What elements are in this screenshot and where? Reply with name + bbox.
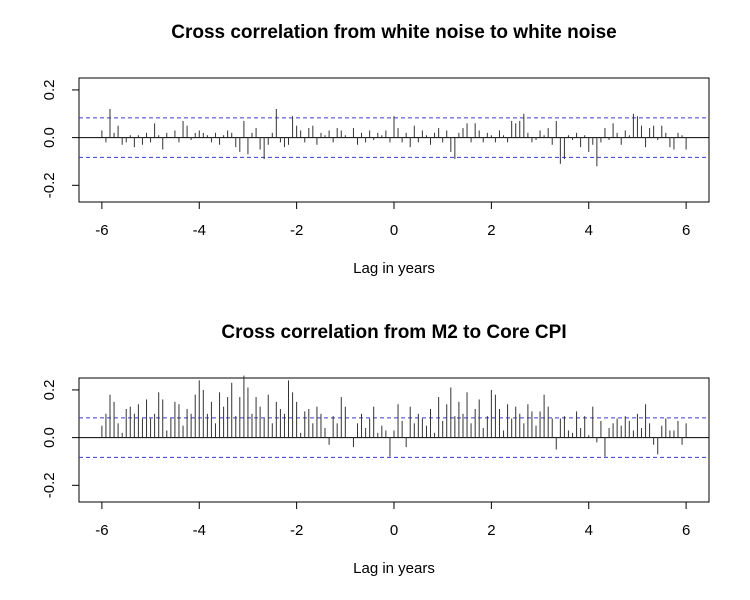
chart-title: Cross correlation from M2 to Core CPI (221, 322, 566, 343)
y-tick-label: -0.2 (41, 472, 58, 498)
x-tick-label: 0 (390, 522, 398, 539)
y-tick-label: 0.0 (41, 127, 58, 148)
x-tick-label: -2 (290, 522, 303, 539)
x-axis-label: Lag in years (353, 560, 435, 577)
x-tick-label: 2 (487, 222, 495, 239)
x-tick-label: -4 (193, 222, 206, 239)
x-tick-label: 4 (585, 522, 593, 539)
y-tick-label: 0.2 (41, 379, 58, 400)
y-tick-label: 0.0 (41, 427, 58, 448)
x-tick-label: -4 (193, 522, 206, 539)
y-tick-label: -0.2 (41, 172, 58, 198)
x-tick-label: 2 (487, 522, 495, 539)
x-tick-label: -6 (95, 522, 108, 539)
plot-frame (78, 77, 710, 203)
x-tick-label: 0 (390, 222, 398, 239)
plot-frame (78, 377, 710, 503)
x-axis-label: Lag in years (353, 260, 435, 277)
x-tick-label: 6 (682, 522, 690, 539)
x-tick-label: -6 (95, 222, 108, 239)
x-tick-label: 4 (585, 222, 593, 239)
x-tick-label: 6 (682, 222, 690, 239)
y-tick-label: 0.2 (41, 79, 58, 100)
chart-title: Cross correlation from white noise to wh… (171, 22, 617, 43)
x-tick-label: -2 (290, 222, 303, 239)
